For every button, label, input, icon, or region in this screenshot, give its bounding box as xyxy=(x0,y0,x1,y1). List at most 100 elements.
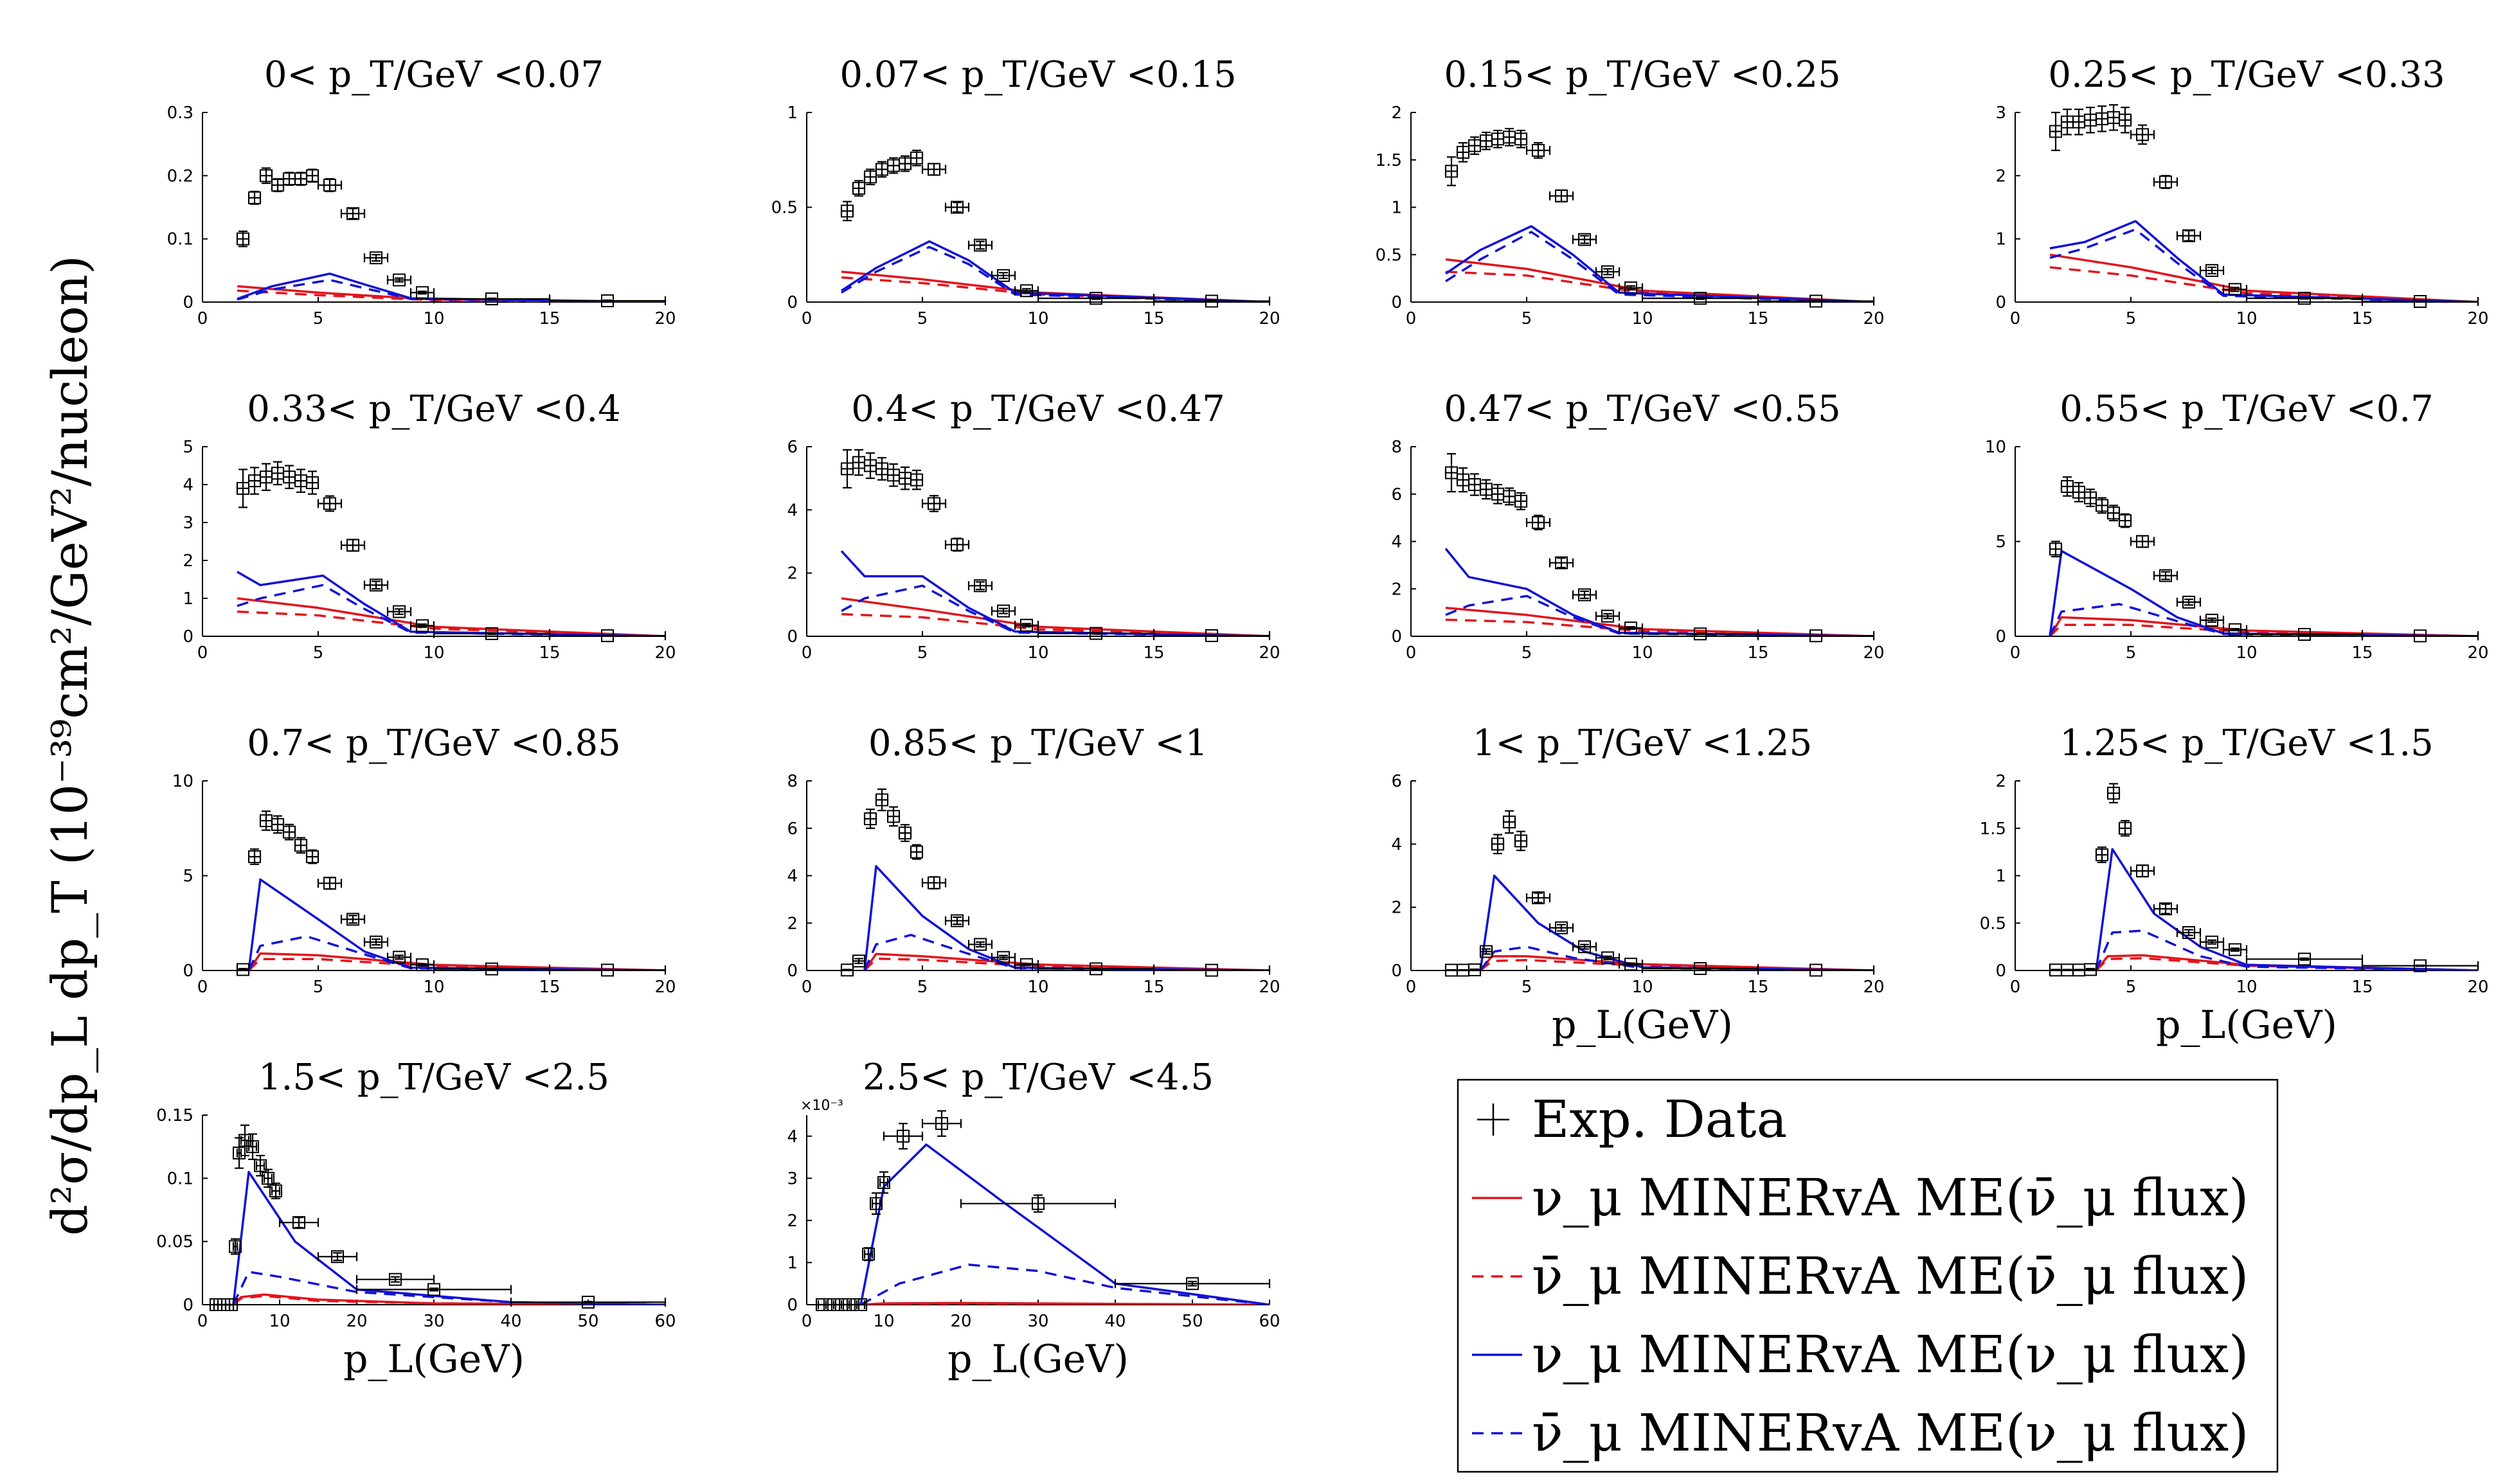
subplot-panel-8: 0.55< p_T/GeV <0.7 0 5 10 15 20 0 5 10 xyxy=(1985,388,2489,663)
data-point xyxy=(1014,618,1039,632)
data-point xyxy=(229,1238,242,1255)
data-point xyxy=(2049,541,2063,558)
legend-label: ν_μ MINERvA ME(ν_μ flux) xyxy=(1532,1325,2249,1384)
data-point xyxy=(1641,627,1759,641)
y-tick-label: 2 xyxy=(1391,580,1402,599)
x-tick-label: 5 xyxy=(917,643,928,663)
data-point xyxy=(2049,963,2063,977)
y-tick-label: 0 xyxy=(1391,293,1402,312)
data-point xyxy=(2153,902,2178,916)
data-point xyxy=(236,963,250,976)
data-point xyxy=(247,467,262,495)
data-point xyxy=(2130,124,2155,145)
data-point xyxy=(840,201,854,222)
y-tick-label: 1 xyxy=(1995,230,2006,249)
y-tick-label: 6 xyxy=(1391,772,1402,791)
data-point xyxy=(852,954,866,968)
subplot-title: 2.5< p_T/GeV <4.5 xyxy=(863,1057,1214,1098)
data-point xyxy=(840,963,854,977)
data-point xyxy=(305,849,319,864)
data-point xyxy=(2106,783,2121,804)
y-tick-label: 0 xyxy=(183,627,193,647)
x-tick-label: 60 xyxy=(654,1312,676,1331)
y-tick-label: 5 xyxy=(183,438,193,457)
x-tick-label: 5 xyxy=(1522,978,1532,997)
series-line-blue-solid xyxy=(841,240,1270,302)
x-tick-label: 10 xyxy=(1027,978,1048,997)
data-point xyxy=(2049,111,2063,152)
data-point xyxy=(898,155,912,172)
data-point xyxy=(1153,294,1271,308)
y-tick-label: 5 xyxy=(1995,533,2006,552)
y-tick-label: 6 xyxy=(1391,485,1402,505)
x-tick-label: 10 xyxy=(423,978,444,997)
x-tick-label: 0 xyxy=(1406,643,1417,663)
x-tick-label: 10 xyxy=(423,309,444,328)
subplot-title: 0< p_T/GeV <0.07 xyxy=(264,54,604,96)
y-tick-label: 0 xyxy=(787,1296,798,1315)
subplot-panel-6: 0.4< p_T/GeV <0.47 0 5 10 15 20 0 2 4 6 xyxy=(787,388,1280,663)
data-point xyxy=(1456,963,1470,977)
x-tick-label: 20 xyxy=(1259,643,1280,663)
x-tick-label: 0 xyxy=(2010,643,2021,663)
data-point xyxy=(2118,513,2132,528)
data-point xyxy=(2222,283,2248,296)
x-tick-label: 10 xyxy=(1631,643,1653,663)
data-point xyxy=(921,163,947,176)
x-tick-label: 10 xyxy=(2236,309,2257,328)
y-tick-label: 3 xyxy=(1995,103,2006,123)
y-tick-label: 2 xyxy=(183,551,193,571)
x-tick-label: 5 xyxy=(2126,643,2137,663)
x-tick-label: 0 xyxy=(802,978,813,997)
x-tick-label: 15 xyxy=(539,309,560,328)
x-tick-label: 0 xyxy=(2010,309,2021,328)
y-tick-label: 10 xyxy=(172,772,193,791)
data-point xyxy=(355,1273,435,1286)
x-tick-label: 5 xyxy=(313,309,324,328)
data-point xyxy=(246,1133,259,1160)
data-point xyxy=(340,539,366,552)
y-tick-label: 6 xyxy=(787,819,798,839)
subplot-title: 0.33< p_T/GeV <0.4 xyxy=(247,388,621,430)
legend-item: Exp. Data xyxy=(1477,1089,1787,1149)
data-point xyxy=(548,294,667,308)
y-tick-label: 0 xyxy=(183,293,193,312)
data-point xyxy=(2118,819,2132,837)
data-point xyxy=(1514,492,1528,510)
data-point xyxy=(2361,959,2479,972)
data-point xyxy=(271,815,285,834)
data-point xyxy=(840,449,854,489)
series-line-blue-dashed xyxy=(841,246,1270,302)
data-point xyxy=(1444,963,1459,977)
y-tick-label: 0.5 xyxy=(1376,246,1402,265)
data-point xyxy=(1757,629,1875,643)
x-tick-label: 50 xyxy=(1181,1312,1203,1331)
y-tick-label: 0 xyxy=(787,961,798,981)
data-point xyxy=(2106,505,2121,522)
y-tick-label: 0 xyxy=(1391,627,1402,647)
subplot-panel-5: 0.33< p_T/GeV <0.4 0 5 10 15 20 0 1 2 3 4 5 xyxy=(183,388,676,663)
x-tick-label: 20 xyxy=(2467,978,2488,997)
y-tick-label: 4 xyxy=(787,867,798,886)
data-point xyxy=(294,469,308,493)
data-point xyxy=(2106,104,2121,131)
data-point xyxy=(259,463,273,491)
data-point xyxy=(875,161,889,178)
data-point xyxy=(278,1216,319,1229)
y-tick-label: 3 xyxy=(787,1169,798,1188)
data-point xyxy=(967,579,993,593)
x-tick-label: 5 xyxy=(2126,309,2137,328)
series-line-red-solid xyxy=(247,952,665,970)
data-point xyxy=(910,844,924,860)
data-point xyxy=(1468,963,1482,977)
data-point xyxy=(271,178,285,193)
x-tick-label: 5 xyxy=(313,643,324,663)
y-tick-label: 4 xyxy=(787,501,798,520)
legend-item: ν_μ MINERvA ME(ν̄_μ flux) xyxy=(1472,1168,2249,1228)
x-tick-label: 5 xyxy=(1522,643,1532,663)
curves-group xyxy=(237,571,665,636)
curves-group xyxy=(859,1143,1270,1305)
subplot-panel-3: 0.15< p_T/GeV <0.25 0 5 10 15 20 0 0.5 1 1.5 2 xyxy=(1376,54,1885,328)
data-point xyxy=(1491,483,1505,505)
